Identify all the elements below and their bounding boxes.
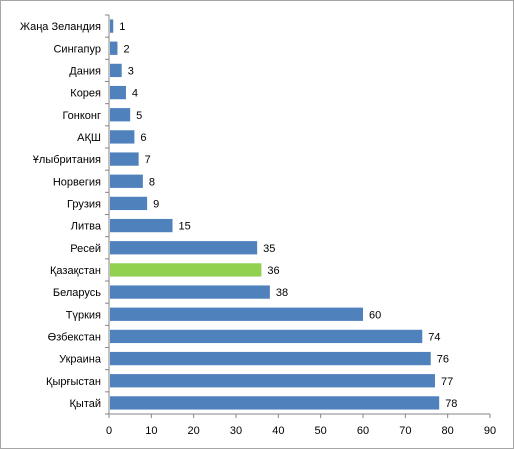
- bar: [110, 63, 122, 78]
- bar: [110, 396, 440, 410]
- data-label: 77: [441, 376, 453, 388]
- category-label: Жаңа Зеландия: [20, 21, 101, 33]
- category-label: Литва: [71, 221, 102, 233]
- category-label: АҚШ: [77, 132, 101, 144]
- category-label: Қырғыстан: [46, 376, 101, 388]
- category-label: Қазақстан: [50, 265, 101, 277]
- data-label: 7: [145, 154, 151, 166]
- bar: [110, 218, 173, 233]
- bar: [110, 351, 431, 366]
- bar: [110, 263, 262, 277]
- x-tick-label: 70: [399, 425, 411, 437]
- data-label: 60: [369, 309, 381, 321]
- bar: [110, 196, 148, 211]
- bar: [110, 174, 143, 188]
- bar: [110, 85, 126, 100]
- bar: [110, 41, 118, 55]
- bar: [110, 241, 258, 255]
- bar: [110, 19, 114, 33]
- data-label: 38: [276, 287, 288, 299]
- category-label: Норвегия: [53, 176, 101, 188]
- data-label: 6: [140, 132, 146, 144]
- data-label: 36: [267, 265, 279, 277]
- x-tick-label: 20: [188, 425, 200, 437]
- x-tick-label: 60: [357, 425, 369, 437]
- bar: [110, 329, 423, 344]
- data-label: 2: [123, 43, 129, 55]
- category-label: Ресей: [70, 243, 101, 255]
- x-tick-label: 50: [315, 425, 327, 437]
- x-tick-label: 40: [272, 425, 284, 437]
- category-label: Украина: [59, 354, 102, 366]
- category-label: Қытай: [70, 398, 102, 410]
- bar: [110, 374, 435, 388]
- category-label: Корея: [70, 88, 101, 100]
- bar: [110, 152, 139, 166]
- data-label: 35: [263, 243, 275, 255]
- category-label: Гонконг: [62, 110, 101, 122]
- x-tick-label: 10: [145, 425, 157, 437]
- category-label: Дания: [69, 65, 101, 77]
- bar: [110, 130, 135, 144]
- bar: [110, 285, 270, 299]
- category-label: Грузия: [67, 198, 101, 210]
- data-label: 5: [136, 110, 142, 122]
- data-label: 3: [128, 65, 134, 77]
- x-tick-label: 30: [230, 425, 242, 437]
- data-label: 1: [119, 21, 125, 33]
- x-tick-label: 0: [106, 425, 112, 437]
- data-label: 15: [179, 221, 191, 233]
- category-label: Беларусь: [53, 287, 101, 299]
- data-label: 76: [437, 354, 449, 366]
- category-label: Ұлыбритания: [33, 154, 101, 166]
- data-label: 9: [153, 198, 159, 210]
- data-label: 8: [149, 176, 155, 188]
- x-tick-label: 80: [442, 425, 454, 437]
- data-label: 78: [445, 398, 457, 410]
- bar: [110, 307, 363, 321]
- data-label: 74: [428, 331, 440, 343]
- category-label: Өзбекстан: [48, 331, 101, 343]
- x-tick-label: 90: [484, 425, 496, 437]
- bar: [110, 108, 131, 122]
- data-label: 4: [132, 88, 138, 100]
- category-label: Сингапур: [53, 43, 101, 55]
- category-label: Түркия: [66, 309, 101, 321]
